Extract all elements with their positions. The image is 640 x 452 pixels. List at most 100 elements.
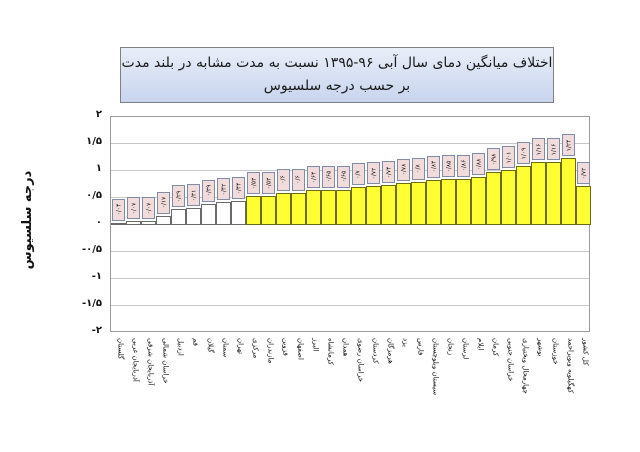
- data-label: ۰/۲۹: [172, 185, 185, 208]
- x-tick-label: قم: [191, 338, 200, 347]
- x-tick-label: مرکزی: [251, 338, 260, 359]
- data-label: ۰/۸۵: [442, 155, 455, 178]
- bar: [531, 162, 546, 225]
- data-label: ۰/۶۴: [307, 166, 320, 189]
- x-tick-label: کردستان: [371, 338, 380, 364]
- bar: [351, 187, 366, 225]
- bar: [216, 202, 231, 225]
- data-label: ۰/۱۷: [157, 191, 170, 214]
- bar: [456, 178, 471, 225]
- y-tick-label: ۰: [95, 217, 102, 228]
- y-tick-label: ۰/۵: [86, 190, 102, 201]
- x-tick-label: کهگیلویه وبویراحمد: [566, 338, 575, 394]
- x-tick-label: چهارمحال وبختیاری: [521, 338, 530, 394]
- y-axis-label: درجه سلسیوس: [20, 170, 35, 270]
- x-tick-label: بوشهر: [536, 338, 545, 357]
- x-tick-label: فارس: [416, 338, 425, 356]
- gridline: [111, 278, 589, 279]
- bar: [111, 222, 126, 225]
- data-label: ۰/۶۵: [337, 165, 350, 188]
- data-label: ۰/۸۶: [457, 154, 470, 177]
- x-tick-label: هرمزگان: [386, 338, 395, 364]
- data-label: ۱/۱۶: [532, 138, 545, 161]
- chart-subtitle: بر حسب درجه سلسیوس: [263, 78, 411, 94]
- data-label: ۱/۱۶: [547, 138, 560, 161]
- data-label: ۰/۵۳: [247, 172, 260, 195]
- x-tick-label: سیستان وبلوچستان: [431, 338, 440, 396]
- bar: [291, 192, 306, 225]
- data-label: ۰/۷: [352, 163, 365, 186]
- bar: [381, 185, 396, 225]
- bar: [171, 209, 186, 225]
- x-tick-label: همدان: [341, 338, 350, 357]
- data-label: ۰/۶: [277, 168, 290, 191]
- bar: [261, 196, 276, 225]
- bar: [561, 158, 576, 225]
- x-tick-label: ایلام: [476, 338, 485, 351]
- data-label: ۱/۰۹: [517, 142, 530, 165]
- data-label: ۰/۴۴: [232, 177, 245, 200]
- y-tick-label: ۱/۵: [86, 136, 102, 147]
- bar: [546, 162, 561, 225]
- data-label: ۰/۷۸: [397, 158, 410, 181]
- data-label: ۰/۳۹: [202, 179, 215, 202]
- bar: [276, 192, 291, 225]
- x-tick-label: لرستان: [461, 338, 470, 360]
- chart-title: اختلاف میانگین دمای سال آبی ۹۶-۱۳۹۵ نسبت…: [121, 55, 553, 71]
- bar: [126, 221, 141, 225]
- y-tick-label: -۲: [91, 325, 102, 336]
- bar: [231, 201, 246, 225]
- data-label: ۰/۶: [292, 168, 305, 191]
- data-label: ۰/۴۲: [217, 178, 230, 201]
- gridline: [111, 305, 589, 306]
- data-label: ۱/۲۴: [562, 134, 575, 157]
- bar: [576, 186, 591, 225]
- x-tick-label: خراسان شمالی: [161, 338, 170, 384]
- bar: [336, 189, 351, 225]
- data-label: ۰/۸۴: [427, 155, 440, 178]
- data-label: ۰/۹۸: [487, 148, 500, 171]
- data-label: ۰/۳۱: [187, 184, 200, 207]
- data-label: ۰/۰۷: [127, 197, 140, 220]
- data-label: ۱/۰۱: [502, 146, 515, 169]
- bar: [366, 186, 381, 225]
- chart-title-box: اختلاف میانگین دمای سال آبی ۹۶-۱۳۹۵ نسبت…: [120, 47, 554, 103]
- data-label: ۰/۷۲: [367, 162, 380, 185]
- y-tick-label: ۱: [95, 163, 102, 174]
- x-tick-label: کل کشور: [581, 338, 590, 366]
- data-label: ۰/۷۴: [382, 161, 395, 184]
- gridline: [111, 143, 589, 144]
- x-tick-label: گلستان: [116, 338, 125, 360]
- data-label: ۰/۵۳: [262, 172, 275, 195]
- y-tick-label: ۲: [95, 109, 102, 120]
- x-tick-label: مازندران: [266, 338, 275, 364]
- x-tick-label: خوزستان: [551, 338, 560, 365]
- x-tick-label: زنجان: [446, 338, 455, 356]
- data-label: ۰/۸۸: [472, 153, 485, 176]
- x-tick-label: خراسان جنوبی: [506, 338, 515, 382]
- data-label: ۰/۰۴: [112, 198, 125, 221]
- bar: [156, 215, 171, 225]
- x-tick-label: کرمانشاه: [326, 338, 335, 366]
- bar: [486, 172, 501, 225]
- x-tick-label: آذربایجان شرقی: [146, 338, 155, 386]
- data-label: ۰/۰۷: [142, 197, 155, 220]
- bar: [471, 177, 486, 225]
- x-tick-label: گیلان: [206, 338, 215, 353]
- x-tick-label: آذربایجان غربی: [131, 338, 140, 382]
- y-tick-label: -۱/۵: [81, 298, 102, 309]
- x-tick-label: البرز: [311, 338, 320, 352]
- x-tick-label: قزوین: [281, 338, 290, 356]
- bar: [246, 196, 261, 225]
- gridline: [111, 170, 589, 171]
- gridline: [111, 251, 589, 252]
- data-label: ۰/۸: [412, 157, 425, 180]
- data-label: ۰/۷۲: [577, 162, 590, 185]
- data-label: ۰/۶۵: [322, 165, 335, 188]
- x-tick-label: اصفهان: [296, 338, 305, 360]
- bar: [186, 208, 201, 225]
- bar: [426, 179, 441, 225]
- bar: [306, 190, 321, 225]
- y-tick-label: -۰/۵: [81, 244, 102, 255]
- bar: [321, 189, 336, 225]
